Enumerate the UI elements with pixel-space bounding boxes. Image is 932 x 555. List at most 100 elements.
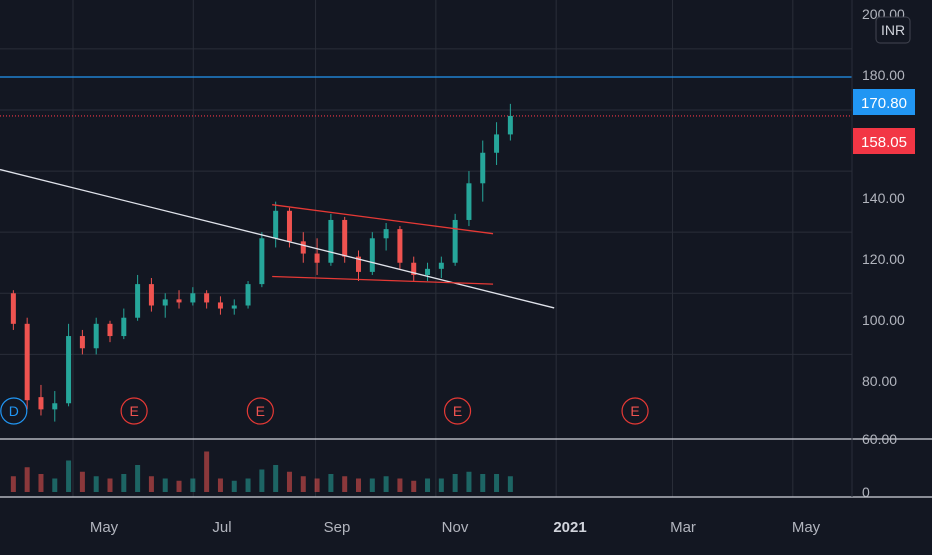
event-ring [621, 397, 649, 425]
price-axis[interactable]: 200.00 180.00 140.00 120.00 100.00 80.00… [862, 6, 905, 500]
candle[interactable] [328, 213, 334, 266]
volume-bar [176, 480, 182, 492]
candle[interactable] [231, 299, 237, 315]
candle-body [259, 238, 265, 285]
volume-bar [342, 476, 348, 492]
candle-body [494, 134, 500, 153]
candle[interactable] [494, 122, 500, 165]
candle[interactable] [452, 213, 458, 266]
candle[interactable] [314, 238, 320, 275]
candle[interactable] [438, 256, 444, 279]
candle[interactable] [24, 317, 30, 410]
volume-bar [162, 478, 168, 492]
candle-body [397, 229, 403, 263]
candle-body [452, 219, 458, 263]
candle-body [24, 323, 30, 401]
time-axis[interactable]: May Jul Sep Nov 2021 Mar May [90, 519, 821, 536]
candle[interactable] [369, 232, 375, 275]
candle-body [286, 210, 292, 242]
currency-button[interactable]: INR [875, 16, 911, 44]
candle-body [135, 284, 141, 318]
candle[interactable] [286, 207, 292, 248]
candle[interactable] [397, 226, 403, 269]
candle[interactable] [259, 232, 265, 288]
candle-body [79, 336, 85, 349]
volume-bar [52, 478, 58, 492]
candle[interactable] [383, 223, 389, 251]
x-tick: Jul [212, 519, 231, 536]
volume-bar [231, 480, 237, 492]
candle[interactable] [38, 384, 44, 416]
candle[interactable] [52, 391, 58, 422]
earnings-marker[interactable]: E [246, 397, 274, 425]
price-line-badge[interactable]: 170.80 [853, 89, 915, 115]
candle[interactable] [10, 290, 16, 330]
candle[interactable] [245, 281, 251, 309]
event-label: E [129, 403, 138, 419]
candle[interactable] [93, 317, 99, 355]
volume-bar [107, 478, 113, 492]
candle[interactable] [135, 274, 141, 321]
candle[interactable] [507, 103, 513, 141]
candle[interactable] [480, 140, 486, 202]
candle[interactable] [107, 320, 113, 343]
candle-body [328, 219, 334, 263]
last-price-badge[interactable]: 158.05 [853, 128, 915, 154]
volume-bar [466, 471, 472, 492]
candle[interactable] [300, 232, 306, 263]
candle-body [10, 293, 16, 324]
candle-body [107, 323, 113, 337]
candle[interactable] [204, 290, 210, 309]
x-tick: May [792, 519, 821, 536]
candle-body [231, 305, 237, 309]
candles[interactable] [10, 103, 513, 422]
dividend-marker[interactable]: D [0, 397, 28, 425]
y-tick: 80.00 [862, 373, 897, 389]
candle[interactable] [425, 262, 431, 282]
volume-bar [148, 476, 154, 492]
candle[interactable] [217, 296, 223, 315]
volume-bars [10, 451, 513, 492]
candle[interactable] [162, 293, 168, 318]
candle[interactable] [66, 323, 72, 407]
price-line-label: 170.80 [861, 95, 907, 112]
event-label: E [256, 403, 265, 419]
event-label: E [453, 403, 462, 419]
event-ring [246, 397, 274, 425]
candle[interactable] [190, 287, 196, 306]
channel-lower-line[interactable] [272, 275, 494, 285]
x-tick-year: 2021 [553, 519, 586, 536]
candle[interactable] [148, 278, 154, 312]
earnings-marker[interactable]: E [621, 397, 649, 425]
volume-bar [314, 478, 320, 492]
candle[interactable] [466, 171, 472, 227]
volume-bar [494, 474, 500, 492]
channel-upper-line[interactable] [272, 204, 494, 235]
volume-bar [369, 478, 375, 492]
trend-line[interactable] [0, 168, 555, 309]
candle[interactable] [79, 329, 85, 355]
candle[interactable] [121, 308, 127, 340]
candle-body [176, 299, 182, 303]
candle-body [356, 256, 361, 272]
earnings-marker[interactable]: E [120, 397, 148, 425]
y-tick: 60.00 [862, 431, 897, 447]
candle[interactable] [176, 290, 182, 309]
drawings[interactable] [0, 168, 555, 309]
candle[interactable] [356, 250, 361, 282]
candle-body [38, 397, 44, 410]
volume-bar [480, 474, 486, 492]
volume-bar [204, 451, 210, 492]
event-ring [0, 397, 28, 425]
candle-body [273, 210, 279, 239]
candle-body [342, 219, 348, 257]
candle[interactable] [273, 201, 279, 248]
volume-bar [273, 465, 279, 492]
candle[interactable] [411, 256, 417, 282]
candle-body [217, 302, 223, 309]
earnings-marker[interactable]: E [443, 397, 472, 425]
y-tick: 180.00 [862, 67, 905, 83]
